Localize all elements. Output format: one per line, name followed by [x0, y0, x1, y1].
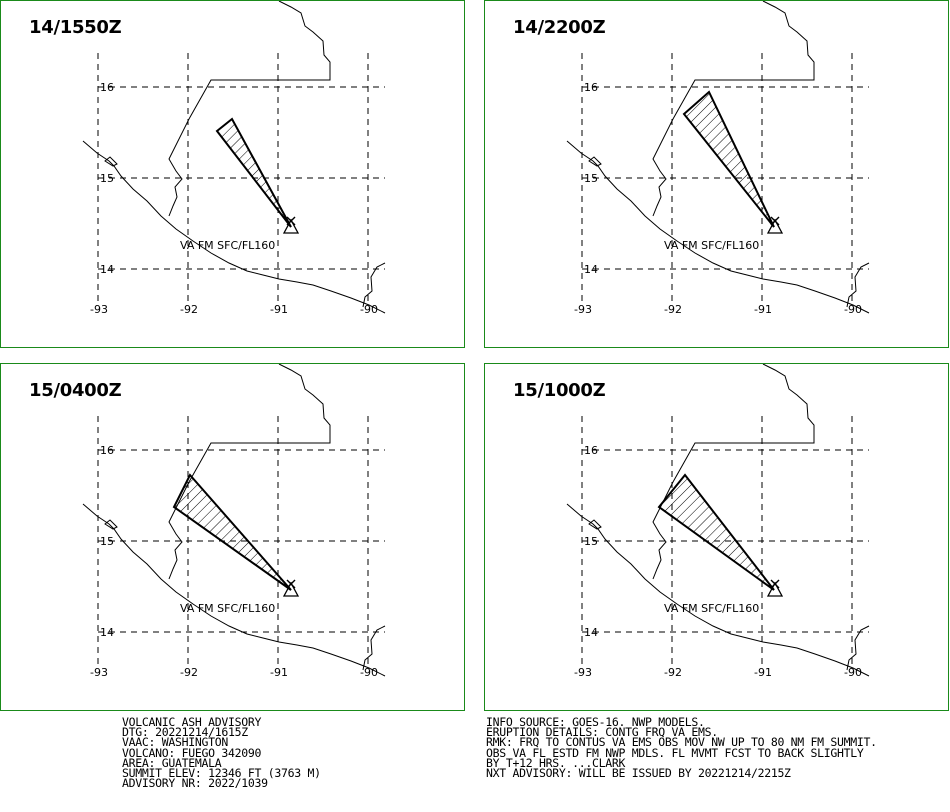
lat-label: 14 [100, 263, 114, 276]
grid [581, 53, 869, 301]
country-border [168, 364, 331, 580]
lon-label: -91 [270, 666, 288, 679]
lon-label: -92 [180, 303, 198, 316]
advisory-line: NXT ADVISORY: WILL BE ISSUED BY 20221214… [486, 766, 791, 781]
coastline [566, 503, 870, 677]
advisory-line: VOLCANIC ASH ADVISORY [122, 715, 262, 729]
lat-label: 16 [100, 81, 114, 94]
va-level-label: VA FM SFC/FL160 [180, 602, 275, 615]
map-canvas: VA FM SFC/FL160 16 15 14 -93 -92 -91 -90 [82, 1, 386, 316]
country-border [846, 625, 870, 671]
lon-label: -93 [90, 666, 108, 679]
advisory-text-left: VOLCANIC ASH ADVISORY DTG: 20221214/1615… [122, 715, 321, 791]
coastline-detail [588, 156, 602, 167]
lon-label: -92 [664, 303, 682, 316]
map-canvas: VA FM SFC/FL160 16 15 14 -93 -92 -91 -90 [82, 364, 386, 679]
volcano-x-icon [770, 216, 780, 226]
volcano-x-icon [286, 216, 296, 226]
volcano-triangle-icon [282, 218, 300, 234]
country-border [652, 364, 815, 580]
map-panel-4: VA FM SFC/FL160 16 15 14 -93 -92 -91 -90 15/100… [484, 363, 949, 711]
lon-label: -92 [180, 666, 198, 679]
ash-plume [172, 473, 292, 591]
volcano-triangle-icon [766, 218, 784, 234]
coastline [566, 140, 870, 314]
ash-plume [215, 117, 292, 228]
lon-label: -91 [754, 666, 772, 679]
map-canvas: VA FM SFC/FL160 16 15 14 -93 -92 -91 -90 [566, 364, 870, 679]
advisory-line: VAAC: WASHINGTON [122, 735, 228, 750]
lat-label: 14 [584, 626, 598, 639]
coastline-detail [104, 156, 118, 167]
coastline-detail [104, 519, 118, 530]
panel-time-label: 15/0400Z [29, 380, 122, 401]
coastline [82, 503, 386, 677]
lat-label: 16 [584, 81, 598, 94]
country-border [168, 1, 331, 217]
ash-plume [657, 473, 775, 591]
panel-time-label: 15/1000Z [513, 380, 606, 401]
advisory-line: BY T+12 HRS. ...CLARK [486, 755, 626, 770]
lon-label: -90 [360, 303, 378, 316]
advisory-text-right: INFO SOURCE: GOES-16. NWP MODELS. ERUPTI… [486, 715, 877, 781]
volcano-triangle-icon [766, 581, 784, 597]
lon-label: -93 [574, 666, 592, 679]
coastline [82, 140, 386, 314]
advisory-line: SUMMIT ELEV: 12346 FT (3763 M) [122, 766, 321, 781]
volcano-x-icon [286, 579, 296, 589]
country-border [652, 1, 815, 217]
lat-label: 15 [584, 172, 598, 185]
advisory-line: DTG: 20221214/1615Z [122, 725, 248, 740]
lon-label: -91 [270, 303, 288, 316]
lon-label: -93 [574, 303, 592, 316]
country-border [362, 625, 386, 671]
coastline-detail [588, 519, 602, 530]
country-border [362, 262, 386, 308]
lat-label: 15 [100, 172, 114, 185]
panel-time-label: 14/1550Z [29, 17, 122, 38]
lat-label: 16 [584, 444, 598, 457]
va-level-label: VA FM SFC/FL160 [664, 602, 759, 615]
lon-label: -90 [844, 666, 862, 679]
lon-label: -90 [844, 303, 862, 316]
lat-label: 14 [100, 626, 114, 639]
panel-time-label: 14/2200Z [513, 17, 606, 38]
country-border [846, 262, 870, 308]
advisory-line: OBS VA FL ESTD FM NWP MDLS. FL MVMT FCST… [486, 745, 864, 760]
lon-label: -93 [90, 303, 108, 316]
advisory-line: VOLCANO: FUEGO 342090 [122, 745, 262, 760]
lat-label: 16 [100, 444, 114, 457]
advisory-line: ADVISORY NR: 2022/1039 [122, 776, 268, 791]
ash-plume [682, 90, 775, 228]
map-panel-3: VA FM SFC/FL160 16 15 14 -93 -92 -91 -90 15/040… [0, 363, 465, 711]
volcano-triangle-icon [282, 581, 300, 597]
grid [97, 53, 385, 301]
lon-label: -91 [754, 303, 772, 316]
advisory-line: INFO SOURCE: GOES-16. NWP MODELS. [486, 715, 705, 729]
lon-label: -92 [664, 666, 682, 679]
map-canvas: VA FM SFC/FL160 16 15 14 -93 -92 -91 -90 [566, 1, 870, 316]
map-panel-2: VA FM SFC/FL160 16 15 14 -93 -92 -91 -90 14/220… [484, 0, 949, 348]
lon-label: -90 [360, 666, 378, 679]
va-level-label: VA FM SFC/FL160 [180, 239, 275, 252]
lat-label: 15 [100, 535, 114, 548]
lat-label: 14 [584, 263, 598, 276]
va-level-label: VA FM SFC/FL160 [664, 239, 759, 252]
advisory-line: ERUPTION DETAILS: CONTG FRQ VA EMS. [486, 725, 718, 740]
lat-label: 15 [584, 535, 598, 548]
advisory-line: AREA: GUATEMALA [122, 755, 222, 770]
advisory-line: RMK: FRQ TO CONTUS VA EMS OBS MOV NW UP … [486, 735, 877, 750]
map-panel-1: VA FM SFC/FL160 16 15 14 -93 -92 -91 -90 14/155… [0, 0, 465, 348]
volcano-x-icon [770, 579, 780, 589]
